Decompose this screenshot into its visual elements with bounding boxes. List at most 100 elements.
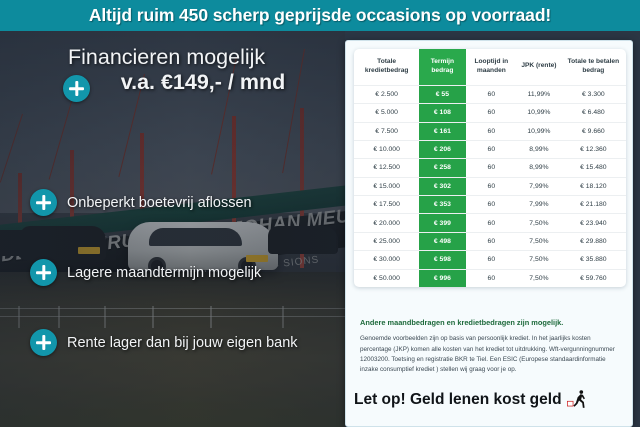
left-content-column: Financieren mogelijk v.a. €149,- / mnd O…: [0, 31, 345, 427]
cell-total-credit: € 5.000: [354, 103, 420, 123]
cell-total-payable: € 23.940: [560, 213, 626, 233]
cell-term-amount: € 399: [419, 213, 466, 233]
cell-total-credit: € 50.000: [354, 268, 420, 287]
cell-term-amount: € 302: [419, 176, 466, 196]
table-row: € 2.500 € 55 60 11,99% € 3.300: [354, 84, 626, 104]
bullet-item-0: Onbeperkt boetevrij aflossen: [30, 189, 252, 216]
cell-term-amount: € 353: [419, 195, 466, 214]
top-banner-text: Altijd ruim 450 scherp geprijsde occasio…: [88, 5, 552, 25]
cell-jkp: 8,99%: [517, 139, 561, 159]
column-header-total-credit: Totale kredietbedrag: [364, 58, 409, 74]
cell-jkp: 7,50%: [517, 250, 561, 270]
disclaimer-body: Genoemde voorbeelden zijn op basis van p…: [360, 335, 615, 373]
bullet-item-1: Lagere maandtermijn mogelijk: [30, 259, 261, 286]
photo-dim-overlay: [0, 30, 345, 427]
top-banner: Altijd ruim 450 scherp geprijsde occasio…: [0, 0, 640, 31]
table-row: € 15.000 € 302 60 7,99% € 18.120: [354, 176, 626, 196]
cell-term-amount: € 206: [419, 139, 466, 159]
cell-duration: 60: [465, 103, 518, 123]
cell-total-payable: € 18.120: [560, 176, 626, 196]
cell-term-amount: € 55: [419, 84, 466, 104]
cell-total-credit: € 15.000: [354, 176, 420, 196]
page-title: Financieren mogelijk v.a. €149,- / mnd: [68, 46, 338, 95]
cell-jkp: 7,99%: [517, 176, 561, 196]
table-row: € 12.500 € 258 60 8,99% € 15.480: [354, 158, 626, 178]
cell-total-credit: € 2.500: [354, 84, 420, 104]
cell-total-credit: € 30.000: [354, 250, 420, 270]
dealership-photo: DEALER INRUILAUTO'S JOHAN MEURE ALTIJD 4…: [0, 30, 345, 427]
rates-table-card: Totale kredietbedrag Termijn bedrag Loop…: [354, 49, 626, 287]
cell-total-credit: € 17.500: [354, 195, 420, 214]
cell-term-amount: € 258: [419, 158, 466, 178]
cell-term-amount: € 108: [419, 103, 466, 123]
cell-total-payable: € 3.300: [560, 84, 626, 104]
cell-total-credit: € 12.500: [354, 158, 420, 178]
cell-total-payable: € 9.660: [560, 121, 626, 141]
cell-duration: 60: [465, 84, 518, 104]
cell-total-payable: € 12.360: [560, 139, 626, 159]
cell-duration: 60: [465, 176, 518, 196]
cell-jkp: 8,99%: [517, 158, 561, 178]
table-row: € 17.500 € 353 60 7,99% € 21.180: [354, 195, 626, 214]
cell-term-amount: € 598: [419, 250, 466, 270]
cell-duration: 60: [465, 195, 518, 214]
table-row: € 5.000 € 108 60 10,99% € 6.480: [354, 103, 626, 123]
cell-duration: 60: [465, 139, 518, 159]
column-header-total-payable: Totale te betalen bedrag: [567, 58, 620, 74]
plus-icon: [30, 259, 57, 286]
credit-warning-text: Let op! Geld lenen kost geld: [354, 391, 562, 408]
table-header-row: Totale kredietbedrag Termijn bedrag Loop…: [354, 49, 626, 86]
cell-total-payable: € 29.880: [560, 231, 626, 251]
table-row: € 50.000 € 996 60 7,50% € 59.760: [354, 268, 626, 287]
bullet-label: Lagere maandtermijn mogelijk: [67, 264, 262, 281]
cell-jkp: 10,99%: [517, 103, 561, 123]
bullet-label: Rente lager dan bij jouw eigen bank: [67, 334, 298, 351]
cell-total-payable: € 15.480: [560, 158, 626, 178]
plus-icon: [30, 329, 57, 356]
cell-total-credit: € 25.000: [354, 231, 420, 251]
disclaimer-block: Andere maandbedragen en kredietbedragen …: [354, 318, 626, 375]
cell-total-payable: € 35.880: [560, 250, 626, 270]
headline-line-1: Financieren mogelijk: [68, 45, 266, 69]
cell-duration: 60: [465, 231, 518, 251]
cell-total-credit: € 20.000: [354, 213, 420, 233]
cell-jkp: 10,99%: [517, 121, 561, 141]
cell-jkp: 7,50%: [517, 213, 561, 233]
plus-icon: [30, 189, 57, 216]
cell-total-payable: € 59.760: [560, 268, 626, 287]
cell-duration: 60: [465, 268, 518, 287]
cell-jkp: 7,50%: [517, 231, 561, 251]
column-header-term-amount: Termijn bedrag: [419, 49, 466, 86]
cell-total-payable: € 21.180: [560, 195, 626, 214]
finance-info-panel: Totale kredietbedrag Termijn bedrag Loop…: [345, 40, 633, 427]
cell-duration: 60: [465, 213, 518, 233]
column-header-jkp: JPK (rente): [521, 62, 557, 70]
cell-term-amount: € 996: [419, 268, 466, 287]
cell-term-amount: € 498: [419, 231, 466, 251]
rates-table: Totale kredietbedrag Termijn bedrag Loop…: [354, 49, 626, 287]
running-man-icon: [566, 390, 585, 408]
table-row: € 10.000 € 206 60 8,99% € 12.360: [354, 139, 626, 159]
column-header-duration: Looptijd in maanden: [474, 58, 509, 74]
cell-total-credit: € 7.500: [354, 121, 420, 141]
cell-total-credit: € 10.000: [354, 139, 420, 159]
cell-duration: 60: [465, 250, 518, 270]
cell-jkp: 7,99%: [517, 195, 561, 214]
cell-duration: 60: [465, 158, 518, 178]
cell-jkp: 7,50%: [517, 268, 561, 287]
disclaimer-title: Andere maandbedragen en kredietbedragen …: [360, 318, 564, 327]
bullet-label: Onbeperkt boetevrij aflossen: [67, 194, 252, 211]
headline-line-2: v.a. €149,- / mnd: [120, 69, 286, 94]
credit-warning: Let op! Geld lenen kost geld: [354, 389, 626, 411]
cell-jkp: 11,99%: [517, 84, 561, 104]
cell-duration: 60: [465, 121, 518, 141]
table-row: € 30.000 € 598 60 7,50% € 35.880: [354, 250, 626, 270]
cell-term-amount: € 161: [419, 121, 466, 141]
cell-total-payable: € 6.480: [560, 103, 626, 123]
table-row: € 25.000 € 498 60 7,50% € 29.880: [354, 231, 626, 251]
rates-table-body: € 2.500 € 55 60 11,99% € 3.300 € 5.000 € 108 6…: [354, 84, 626, 287]
bullet-item-2: Rente lager dan bij jouw eigen bank: [30, 329, 298, 356]
table-row: € 20.000 € 399 60 7,50% € 23.940: [354, 213, 626, 233]
plus-icon: [63, 75, 90, 102]
